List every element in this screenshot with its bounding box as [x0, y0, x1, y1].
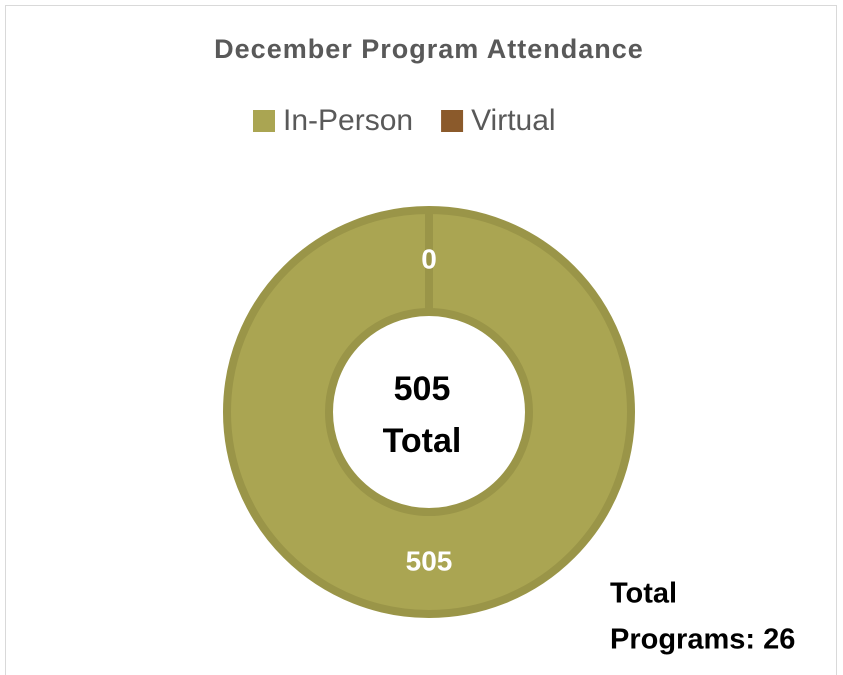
legend-swatch [441, 110, 464, 132]
chart-title: December Program Attendance [214, 34, 644, 64]
legend-swatch [253, 110, 275, 132]
legend-label: Virtual [471, 104, 556, 137]
donut-segment [223, 205, 635, 619]
data-label: 505 [406, 545, 453, 576]
legend-label: In-Person [283, 104, 413, 137]
note-label: Programs: 26 [610, 624, 795, 656]
center-label: 505 [394, 370, 451, 408]
note-label: Total [610, 578, 677, 610]
data-label: 0 [421, 243, 437, 274]
center-label: Total [383, 422, 462, 460]
